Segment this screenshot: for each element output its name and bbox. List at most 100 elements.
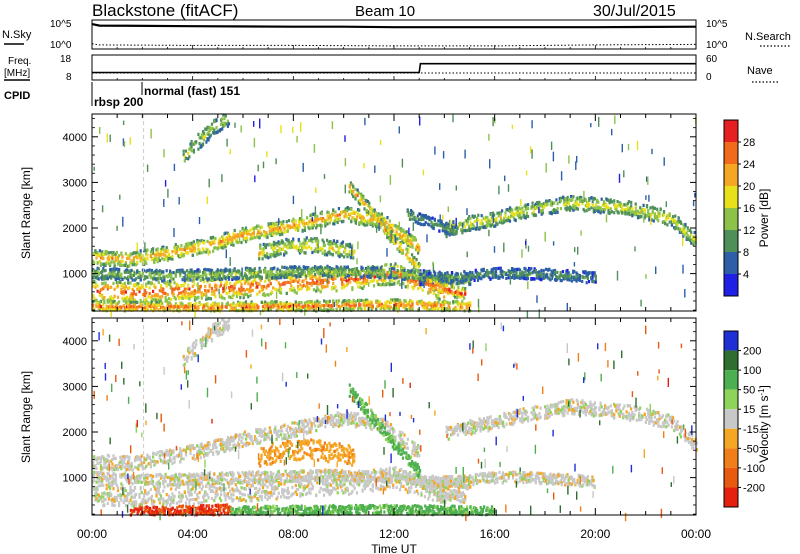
heatmap-cell xyxy=(187,157,190,161)
heatmap-cell xyxy=(444,272,447,276)
heatmap-cell xyxy=(191,284,194,288)
heatmap-cell xyxy=(120,251,123,255)
heatmap-cell xyxy=(118,260,121,264)
heatmap-cell xyxy=(405,308,408,312)
heatmap-cell xyxy=(538,200,541,204)
heatmap-cell xyxy=(386,271,389,275)
heatmap-cell xyxy=(289,226,292,230)
heatmap-cell xyxy=(517,206,521,210)
heatmap-cell xyxy=(251,232,254,236)
heatmap-cell xyxy=(411,243,414,247)
heatmap-cell xyxy=(291,277,294,281)
heatmap-cell xyxy=(198,239,201,243)
heatmap-cell xyxy=(130,300,133,304)
heatmap-cell xyxy=(403,272,406,276)
heatmap-cell xyxy=(469,217,472,221)
heatmap-cell xyxy=(292,217,295,221)
heatmap-cell xyxy=(345,299,348,303)
heatmap-cell xyxy=(576,207,579,211)
heatmap-cell xyxy=(272,254,275,258)
heatmap-cell xyxy=(325,273,328,277)
heatmap-cell xyxy=(276,267,279,271)
heatmap-cell xyxy=(372,277,376,281)
heatmap-cell xyxy=(587,280,591,284)
heatmap-cell xyxy=(559,196,562,200)
heatmap-cell xyxy=(653,212,656,216)
heatmap-cell xyxy=(396,226,399,231)
heatmap-cell xyxy=(124,268,127,272)
heatmap-cell xyxy=(300,219,303,223)
heatmap-cell xyxy=(380,212,383,216)
heatmap-cell xyxy=(122,292,125,296)
heatmap-cell xyxy=(422,269,425,273)
heatmap-cell xyxy=(488,221,491,225)
heatmap-cell xyxy=(304,274,308,278)
heatmap-cell xyxy=(193,291,197,295)
heatmap-cell xyxy=(389,300,392,304)
heatmap-cell xyxy=(261,257,264,261)
heatmap-cell xyxy=(466,301,470,305)
heatmap-cell xyxy=(277,253,280,257)
heatmap-cell xyxy=(212,131,215,135)
heatmap-cell xyxy=(438,284,441,288)
heatmap-cell xyxy=(402,302,405,307)
heatmap-cell xyxy=(128,256,131,260)
heatmap-cell xyxy=(372,213,375,217)
heatmap-cell xyxy=(555,274,558,279)
heatmap-cell xyxy=(636,209,640,213)
heatmap-cell xyxy=(181,268,184,272)
heatmap-cell xyxy=(130,304,133,309)
heatmap-cell xyxy=(261,253,264,257)
heatmap-cell xyxy=(112,267,115,271)
heatmap-cell xyxy=(111,274,114,278)
heatmap-cell xyxy=(212,249,215,253)
heatmap-cell xyxy=(597,200,600,204)
heatmap-cell xyxy=(607,199,610,203)
heatmap-cell xyxy=(517,275,520,279)
heatmap-cell xyxy=(437,307,440,311)
heatmap-cell xyxy=(386,226,389,230)
heatmap-cell xyxy=(275,276,278,280)
heatmap-cell xyxy=(483,273,486,277)
heatmap-cell xyxy=(417,265,420,269)
heatmap-cell xyxy=(107,251,111,255)
heatmap-cell xyxy=(390,229,393,234)
heatmap-cell xyxy=(193,247,197,251)
heatmap-cell xyxy=(325,303,328,307)
heatmap-cell xyxy=(118,306,121,310)
heatmap-cell xyxy=(347,303,351,307)
heatmap-cell xyxy=(297,237,300,242)
heatmap-cell xyxy=(341,301,344,305)
heatmap-cell xyxy=(136,256,139,260)
heatmap-cell xyxy=(159,305,163,309)
heatmap-cell xyxy=(465,228,469,232)
heatmap-cell xyxy=(129,252,132,256)
heatmap-cell xyxy=(139,278,142,282)
heatmap-cell xyxy=(403,268,406,273)
heatmap-cell xyxy=(103,252,106,256)
heatmap-cell xyxy=(170,273,173,277)
heatmap-cell xyxy=(590,271,593,275)
heatmap-cell xyxy=(450,271,454,275)
heatmap-cell xyxy=(102,302,105,306)
heatmap-cell xyxy=(243,281,246,285)
heatmap-cell xyxy=(346,243,349,247)
heatmap-cell xyxy=(532,270,535,274)
heatmap-cell xyxy=(349,181,352,185)
heatmap-cell xyxy=(335,268,338,272)
heatmap-cell xyxy=(453,308,456,312)
heatmap-cell xyxy=(572,269,575,273)
heatmap-cell xyxy=(182,153,185,157)
heatmap-cell xyxy=(550,269,553,273)
heatmap-cell xyxy=(167,282,171,286)
heatmap-cell xyxy=(411,305,414,309)
heatmap-cell xyxy=(420,272,423,276)
heatmap-cell xyxy=(439,274,442,278)
heatmap-cell xyxy=(172,307,175,311)
heatmap-cell xyxy=(172,293,175,297)
heatmap-cell xyxy=(118,254,121,258)
heatmap-cell xyxy=(578,276,581,280)
heatmap-cell xyxy=(358,213,361,217)
heatmap-cell xyxy=(290,240,294,244)
heatmap-cell xyxy=(360,275,363,279)
